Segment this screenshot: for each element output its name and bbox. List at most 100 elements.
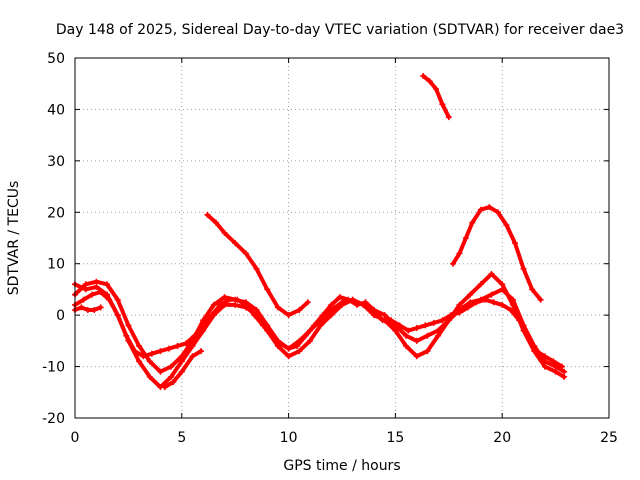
data-point <box>488 291 495 298</box>
data-point <box>430 319 437 326</box>
data-point <box>232 240 239 247</box>
y-axis-label: SDTVAR / TECUs <box>6 181 22 296</box>
data-point <box>264 286 271 293</box>
data-point <box>183 340 190 347</box>
y-tick-label: 20 <box>47 205 65 221</box>
data-point <box>371 307 378 313</box>
data-point <box>469 219 476 226</box>
data-point <box>168 373 175 380</box>
data-point <box>432 85 439 92</box>
data-point <box>462 235 469 241</box>
data-point <box>512 240 519 247</box>
data-point <box>424 332 431 339</box>
ticks: 0 5 10 15 20 25 -20 -10 0 10 20 30 40 50 <box>42 51 618 446</box>
data-point <box>285 353 292 360</box>
data-point <box>232 301 239 308</box>
data-point <box>524 332 531 339</box>
data-point <box>503 222 510 229</box>
y-tick-label: 30 <box>47 154 65 170</box>
data-point <box>114 296 121 303</box>
data-point <box>97 289 104 295</box>
data-point <box>328 312 335 319</box>
data-point <box>456 250 463 257</box>
data-point <box>253 265 260 272</box>
data-point <box>189 343 196 349</box>
data-point <box>93 278 100 285</box>
data-point <box>114 312 121 319</box>
data-point <box>168 363 175 370</box>
data-point <box>148 350 155 357</box>
data-point <box>561 373 568 380</box>
x-axis-label: GPS time / hours <box>283 458 400 474</box>
data-point <box>84 307 91 313</box>
data-point <box>242 301 249 308</box>
data-point <box>426 78 433 85</box>
data-point <box>353 301 360 308</box>
data-point <box>234 296 241 303</box>
data-point <box>253 307 260 313</box>
data-point <box>97 304 104 311</box>
data-point <box>339 301 345 308</box>
series-track-8 <box>421 74 451 120</box>
data-point <box>204 211 211 218</box>
data-point <box>541 353 548 360</box>
data-point <box>420 73 427 79</box>
y-tick-label: 10 <box>47 257 65 273</box>
y-tick-label: -20 <box>42 411 65 427</box>
y-tick-label: -10 <box>42 360 65 376</box>
data-point <box>550 358 557 365</box>
data-point <box>379 317 386 324</box>
data-point <box>80 296 87 303</box>
data-point <box>447 312 454 319</box>
x-tick-label: 0 <box>71 430 80 446</box>
x-tick-label: 20 <box>493 430 511 446</box>
data-point <box>533 348 540 355</box>
data-point <box>328 301 335 308</box>
data-point <box>131 348 138 355</box>
data-point <box>189 353 196 360</box>
data-point <box>294 343 301 349</box>
series-layer <box>72 73 568 391</box>
data-point <box>136 343 143 349</box>
data-point <box>388 317 395 324</box>
data-point <box>509 301 516 308</box>
data-point <box>157 368 164 375</box>
data-point <box>157 348 164 355</box>
data-point <box>486 204 493 211</box>
data-point <box>174 343 181 349</box>
data-point <box>381 312 388 319</box>
data-point <box>140 353 147 360</box>
chart-title: Day 148 of 2025, Sidereal Day-to-day VTE… <box>56 22 624 38</box>
data-point <box>106 296 113 303</box>
data-point <box>439 317 446 324</box>
data-point <box>403 343 410 349</box>
data-point <box>405 327 412 334</box>
x-tick-label: 10 <box>280 430 298 446</box>
data-point <box>306 337 313 344</box>
data-point <box>251 312 258 319</box>
data-point <box>221 294 228 301</box>
data-point <box>161 384 168 391</box>
data-point <box>198 348 205 355</box>
data-point <box>242 250 249 257</box>
data-point <box>396 322 403 329</box>
data-point <box>499 281 506 288</box>
data-point <box>104 281 111 288</box>
x-tick-label: 25 <box>600 430 618 446</box>
data-point <box>296 348 303 355</box>
data-point <box>82 281 89 288</box>
data-point <box>274 304 281 311</box>
data-point <box>439 101 446 108</box>
data-point <box>345 296 352 303</box>
data-point <box>217 301 224 308</box>
data-point <box>499 301 506 308</box>
data-point <box>221 229 228 236</box>
data-point <box>259 322 266 329</box>
data-point <box>296 307 303 313</box>
data-point <box>285 345 292 352</box>
data-point <box>488 271 495 277</box>
x-tick-label: 15 <box>386 430 404 446</box>
data-point <box>146 373 153 380</box>
data-point <box>422 322 429 329</box>
series-track-7 <box>451 205 543 302</box>
